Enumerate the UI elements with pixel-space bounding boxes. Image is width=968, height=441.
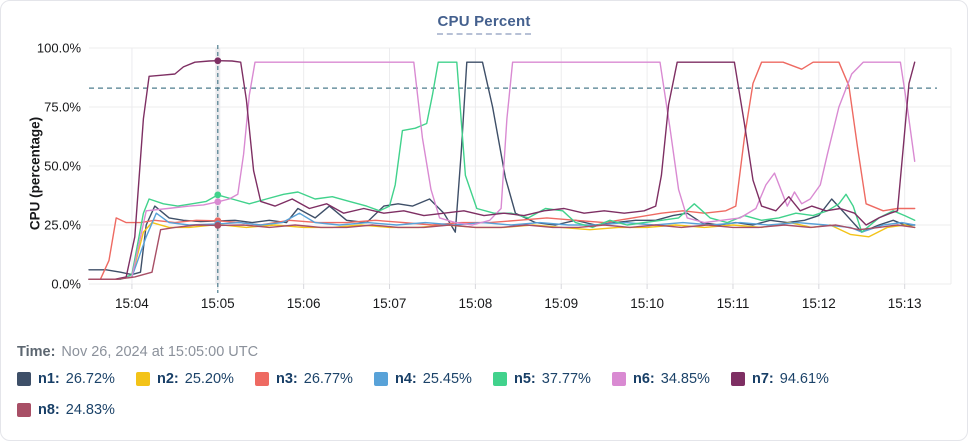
chart-title-wrap: CPU Percent <box>1 13 967 35</box>
y-tick-label: 100.0% <box>37 41 82 56</box>
legend-value-n3: 26.77% <box>303 371 353 387</box>
legend-value-n4: 25.45% <box>422 371 472 387</box>
x-tick-label: 15:07 <box>373 296 407 311</box>
legend-label-n3: n3: <box>276 371 298 387</box>
legend-swatch-n7 <box>731 372 745 386</box>
crosshair-dot-n6 <box>214 198 222 206</box>
time-value: Nov 26, 2024 at 15:05:00 UTC <box>61 344 259 360</box>
time-row: Time: Nov 26, 2024 at 15:05:00 UTC <box>17 344 258 360</box>
legend-swatch-n6 <box>612 372 626 386</box>
legend-item-n5[interactable]: n5: 37.77% <box>493 371 612 387</box>
x-tick-label: 15:04 <box>115 296 149 311</box>
legend-label-n5: n5: <box>514 371 536 387</box>
x-tick-label: 15:10 <box>630 296 664 311</box>
legend-label-n8: n8: <box>38 402 60 418</box>
series-line-n8 <box>88 224 916 280</box>
legend-value-n1: 26.72% <box>65 371 115 387</box>
x-tick-label: 15:06 <box>287 296 321 311</box>
series-line-n7 <box>88 60 916 280</box>
legend-item-n7[interactable]: n7: 94.61% <box>731 371 850 387</box>
x-tick-label: 15:11 <box>717 296 750 311</box>
legend-swatch-n4 <box>374 372 388 386</box>
legend-item-n2[interactable]: n2: 25.20% <box>136 371 255 387</box>
legend-value-n6: 34.85% <box>660 371 710 387</box>
time-label: Time: <box>17 344 56 360</box>
legend-swatch-n3 <box>255 372 269 386</box>
legend-value-n5: 37.77% <box>541 371 591 387</box>
chart-title[interactable]: CPU Percent <box>437 13 531 35</box>
crosshair-dot-n7 <box>214 57 222 65</box>
cpu-chart[interactable]: 0.0% 25.0% 50.0% 75.0% 100.0% 15:04 15:05 15:06… <box>1 1 968 326</box>
y-tick-label: 50.0% <box>44 159 81 174</box>
legend-swatch-n8 <box>17 403 31 417</box>
series-line-n5 <box>88 61 916 280</box>
x-tick-label: 15:05 <box>201 296 235 311</box>
legend-swatch-n5 <box>493 372 507 386</box>
legend-label-n4: n4: <box>395 371 417 387</box>
legend-value-n7: 94.61% <box>779 371 829 387</box>
x-tick-label: 15:09 <box>544 296 578 311</box>
legend-label-n1: n1: <box>38 371 60 387</box>
x-tick-label: 15:08 <box>458 296 492 311</box>
series-line-n3 <box>88 61 916 280</box>
legend-row-2: n8: 24.83% <box>17 402 136 418</box>
series-line-n1 <box>88 61 916 276</box>
legend-item-n4[interactable]: n4: 25.45% <box>374 371 493 387</box>
legend-swatch-n1 <box>17 372 31 386</box>
y-tick-label: 0.0% <box>51 277 81 292</box>
crosshair-dot-n8 <box>214 222 222 229</box>
x-tick-label: 15:12 <box>802 296 836 311</box>
legend-item-n3[interactable]: n3: 26.77% <box>255 371 374 387</box>
y-tick-label: 25.0% <box>44 218 81 233</box>
legend-value-n8: 24.83% <box>65 402 115 418</box>
legend-value-n2: 25.20% <box>184 371 234 387</box>
crosshair-dot-n5 <box>214 191 222 199</box>
legend-item-n8[interactable]: n8: 24.83% <box>17 402 136 418</box>
legend-item-n1[interactable]: n1: 26.72% <box>17 371 136 387</box>
legend-swatch-n2 <box>136 372 150 386</box>
series-line-n6 <box>88 61 916 280</box>
legend-label-n6: n6: <box>633 371 655 387</box>
series-line-n2 <box>88 221 916 280</box>
legend-row-1: n1: 26.72% n2: 25.20% n3: 26.77% n4: 25.… <box>17 371 850 387</box>
series-line-n4 <box>88 212 916 280</box>
y-tick-label: 75.0% <box>44 100 81 115</box>
x-tick-label: 15:13 <box>888 296 922 311</box>
legend-item-n6[interactable]: n6: 34.85% <box>612 371 731 387</box>
legend-label-n7: n7: <box>752 371 774 387</box>
legend-label-n2: n2: <box>157 371 179 387</box>
